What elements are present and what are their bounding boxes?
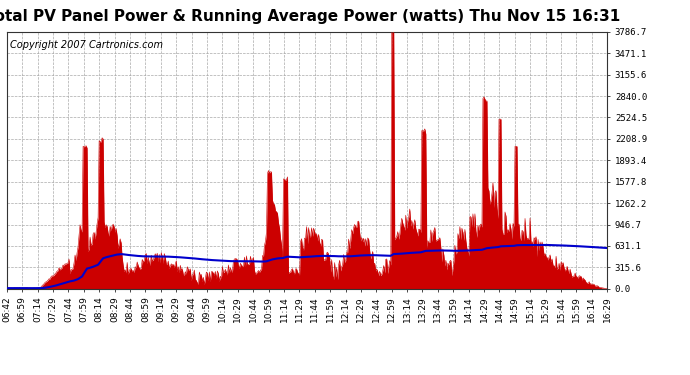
Text: Copyright 2007 Cartronics.com: Copyright 2007 Cartronics.com [10,40,163,50]
Text: Total PV Panel Power & Running Average Power (watts) Thu Nov 15 16:31: Total PV Panel Power & Running Average P… [0,9,621,24]
